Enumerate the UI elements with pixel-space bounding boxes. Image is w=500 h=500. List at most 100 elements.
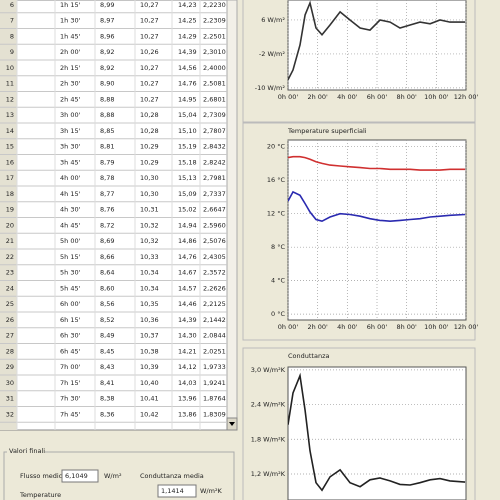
cell: 8,64: [100, 269, 114, 277]
cell: 2,7337: [203, 190, 226, 198]
cond-value: 1,1414: [161, 487, 184, 495]
cell: 2,3010: [203, 48, 226, 56]
row-number: 7: [10, 17, 14, 25]
cell: 1,8309: [203, 410, 226, 418]
row-number: 12: [6, 95, 14, 103]
cell: 8,52: [100, 316, 114, 324]
y-tick-label: 8 °C: [271, 243, 285, 251]
table-bg: [0, 0, 238, 431]
series-line: [288, 155, 466, 171]
y-tick-label: 0 °C: [271, 310, 285, 318]
cell: 2,6801: [203, 95, 226, 103]
cell: 6h 15': [60, 316, 81, 324]
row-number: 24: [6, 284, 14, 292]
cell: 8,78: [100, 174, 114, 182]
cell: 8,69: [100, 237, 114, 245]
scrollbar[interactable]: [226, 0, 238, 431]
cell: 8,49: [100, 332, 114, 340]
x-tick-label: 12h 00': [454, 93, 479, 101]
cond-field[interactable]: [157, 484, 197, 498]
cell: 8,88: [100, 95, 114, 103]
y-tick-label: 4 °C: [271, 277, 285, 285]
x-tick-label: 4h 00': [337, 323, 358, 331]
cell: 8,77: [100, 190, 114, 198]
cell: 14,03: [178, 379, 197, 387]
chart-title: Conduttanza: [288, 352, 329, 360]
cell: 15,13: [178, 174, 197, 182]
cell: 14,25: [178, 17, 197, 25]
y-tick-label: 1,8 W/m²K: [251, 435, 286, 443]
cell: 14,86: [178, 237, 197, 245]
y-tick-label: 20 °C: [267, 143, 286, 151]
x-tick-label: 4h 00': [337, 93, 358, 101]
x-tick-label: 0h 00': [278, 93, 299, 101]
y-tick-label: 2,4 W/m²K: [251, 401, 286, 409]
x-tick-label: 8h 00': [396, 323, 417, 331]
cell: 14,12: [178, 363, 197, 371]
cell: 2,2309: [203, 17, 226, 25]
row-number: 6: [10, 1, 14, 9]
cell: 14,39: [178, 316, 197, 324]
cell: 5h 15': [60, 253, 81, 261]
cell: 2,7309: [203, 111, 226, 119]
cell: 8,90: [100, 80, 114, 88]
row-number: 23: [6, 269, 14, 277]
row-number: 13: [6, 111, 14, 119]
cell: 2h 30': [60, 80, 81, 88]
cell: 3h 15': [60, 127, 81, 135]
cell: 14,76: [178, 80, 197, 88]
row-number: 16: [6, 158, 14, 166]
cell: 15,09: [178, 190, 197, 198]
cell: 2,5960: [203, 221, 226, 229]
cell: 3h 00': [60, 111, 81, 119]
cell: 2,2501: [203, 32, 226, 40]
cell: 13,96: [178, 395, 197, 403]
cell: 14,94: [178, 221, 197, 229]
row-number: 21: [6, 237, 14, 245]
cell: 10,26: [140, 48, 159, 56]
row-number: 9: [10, 48, 14, 56]
cell: 6h 45': [60, 347, 81, 355]
cell: 8,96: [100, 32, 114, 40]
cell: 2,5081: [203, 80, 226, 88]
row-number: 15: [6, 143, 14, 151]
cell: 8,56: [100, 300, 114, 308]
cell: 2h 15': [60, 64, 81, 72]
cell: 4h 30': [60, 206, 81, 214]
cell: 10,34: [140, 284, 159, 292]
cell: 10,28: [140, 127, 159, 135]
cell: 4h 15': [60, 190, 81, 198]
cell: 14,76: [178, 253, 197, 261]
cell: 10,38: [140, 347, 159, 355]
y-tick-label: 6 W/m²: [261, 16, 285, 24]
cell: 8,36: [100, 410, 114, 418]
y-tick-label: -2 W/m²: [259, 50, 285, 58]
x-tick-label: 12h 00': [454, 323, 479, 331]
cell: 14,67: [178, 269, 197, 277]
table-rows: 6 1h 15' 8,99 10,27 14,23 2,2230 7 1h 30' 8,97 10…: [0, 0, 227, 430]
cell: 14,57: [178, 284, 197, 292]
cell: 8,97: [100, 17, 114, 25]
cell: 10,27: [140, 64, 159, 72]
y-tick-label: 3,0 W/m²K: [251, 366, 286, 374]
x-tick-label: 8h 00': [396, 93, 417, 101]
cell: 15,02: [178, 206, 197, 214]
cell: 5h 00': [60, 237, 81, 245]
cell: 5h 30': [60, 269, 81, 277]
cell: 14,29: [178, 32, 197, 40]
y-tick-label: 1,2 W/m²K: [251, 470, 286, 478]
group-title-bg: [7, 446, 45, 456]
flux-field[interactable]: [61, 469, 99, 483]
cell: 10,31: [140, 206, 159, 214]
x-tick-label: 10h 00': [424, 93, 449, 101]
cell: 2h 45': [60, 95, 81, 103]
cell: 8,45: [100, 347, 114, 355]
row-number: 25: [6, 300, 14, 308]
cell: 14,23: [178, 1, 197, 9]
cell: 8,66: [100, 253, 114, 261]
cell: 2,0844: [203, 332, 226, 340]
cell: 4h 00': [60, 174, 81, 182]
cell: 10,30: [140, 174, 159, 182]
flux-label: Flusso medio: [20, 472, 63, 480]
cell: 7h 45': [60, 410, 81, 418]
